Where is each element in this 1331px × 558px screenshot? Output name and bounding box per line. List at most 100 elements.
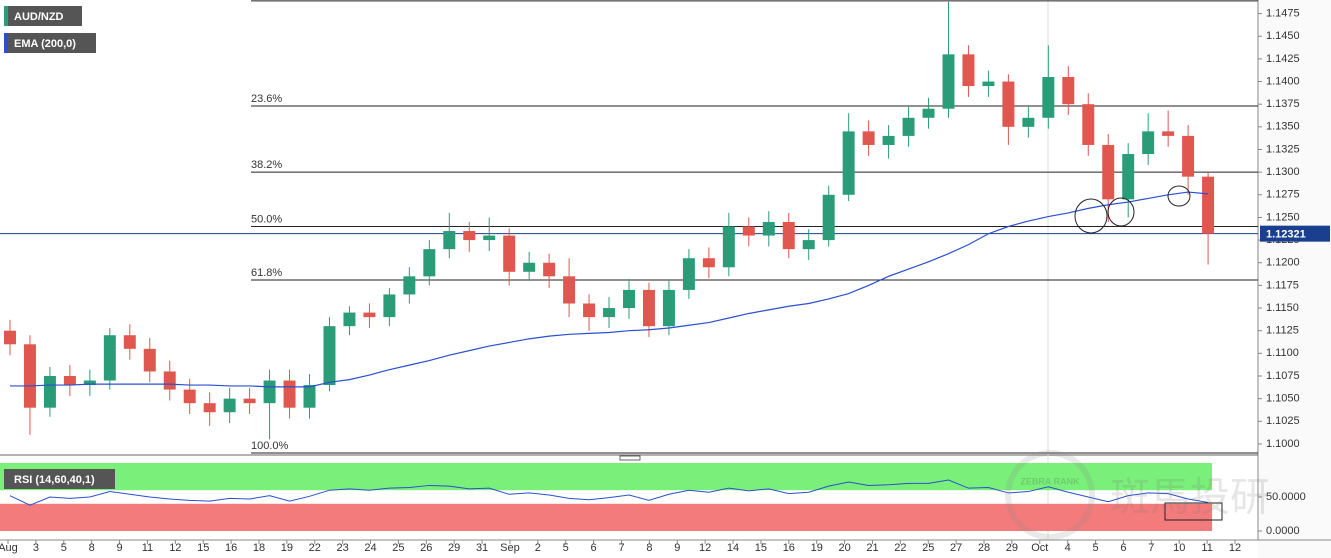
candle-body [902,117,915,136]
fib-label: 100.0% [251,440,289,452]
candle-body [702,258,715,268]
x-tick-label: 25 [922,542,934,554]
x-tick-label: 24 [364,542,376,554]
candle-body [563,276,576,304]
x-tick-label: 22 [309,542,321,554]
axis-panel [1258,0,1331,558]
y-tick-label: 1.1100 [1266,347,1299,359]
legend-box [4,33,96,53]
y-tick-label: 1.1125 [1266,325,1299,337]
x-tick-label: 28 [978,542,990,554]
y-tick-label: 1.1400 [1266,75,1300,87]
ema-line [9,191,1209,388]
fib-label: 38.2% [251,159,282,171]
candle-body [63,375,76,386]
x-tick-label: 4 [1065,542,1071,554]
candle-body [922,108,935,118]
candle-body [1122,154,1135,200]
candle-body [742,226,755,236]
rsi-line [9,479,1209,506]
candle-body [1142,131,1155,155]
candle-body [143,348,156,372]
candle-body [623,289,635,309]
x-tick-label: 5 [1093,542,1099,554]
pane-handle [619,455,641,461]
watermark-brand: ZEBRA RANK [1020,476,1080,486]
x-tick-label: 7 [618,542,624,554]
candle-body [103,335,116,381]
x-tick-label: 22 [894,542,906,554]
candle-body [423,249,436,277]
watermark: ZEBRA RANK 斑馬投研 [1005,450,1270,540]
annotation-circle [1107,197,1135,227]
candle-body [23,344,36,408]
x-tick-label: 31 [476,542,488,554]
legend-indicator: EMA (200,0) [14,38,76,50]
y-tick-label: 1.1250 [1266,211,1300,223]
candle-body [323,326,336,386]
x-tick-label: 8 [89,542,95,554]
x-tick-label: 27 [950,542,962,554]
candle-body [722,226,735,268]
candle-body [263,380,276,404]
candle-body [1202,176,1215,234]
candle-body [822,194,835,241]
rsi-tick-label: 0.0000 [1266,525,1300,537]
x-tick-label: 3 [33,542,39,554]
candle-body [283,380,296,408]
candle-body [303,385,316,408]
candle-body [662,289,675,327]
candle-body [523,262,536,272]
fib-label: 50.0% [251,213,282,225]
y-tick-label: 1.1350 [1266,121,1300,133]
y-tick-label: 1.1175 [1266,279,1299,291]
candle-body [163,371,176,390]
candle-body [782,221,795,250]
candle-body [583,303,596,318]
candle-body [483,235,496,241]
x-tick-label: 12 [169,542,181,554]
y-tick-label: 1.1075 [1266,370,1300,382]
candle-body [1162,131,1175,136]
candle-body [962,54,975,87]
y-tick-label: 1.1475 [1266,7,1300,19]
watermark-logo [1005,450,1095,540]
x-tick-label: 12 [699,542,711,554]
candle-body [363,312,376,318]
candle-body [343,312,356,327]
x-tick-label: 14 [727,542,739,554]
x-tick-label: 29 [448,542,460,554]
legend-swatch [4,6,8,26]
legend-symbol: AUD/NZD [14,11,64,23]
candle-body [882,135,895,145]
current-price-label: 1.12321 [1266,229,1306,241]
y-tick-label: 1.1325 [1266,143,1300,155]
x-tick-label: 29 [1006,542,1018,554]
candle-body [463,231,476,241]
candle-body [3,330,16,345]
x-tick-label: 16 [783,542,795,554]
y-tick-label: 1.1275 [1266,189,1300,201]
candle-body [862,131,875,145]
rsi-tick-label: 50.0000 [1266,491,1306,503]
candle-body [183,389,196,404]
candle-body [123,335,136,349]
candle-body [1102,144,1115,200]
candle-body [1022,117,1035,127]
candle-body [1062,77,1075,105]
y-tick-label: 1.1025 [1266,415,1300,427]
x-tick-label: Oct [1031,542,1048,554]
legend-swatch [4,33,8,53]
candle-body [243,398,256,404]
y-tick-label: 1.1300 [1266,166,1300,178]
rsi-lower-zone [0,503,1213,531]
candle-body [383,294,396,318]
candle-body [942,54,955,109]
x-tick-label: 15 [197,542,209,554]
legend: AUD/NZD EMA (200,0) RSI (14,60,40,1) [4,6,115,489]
candle-body [762,221,775,236]
legend-box [4,6,82,26]
candle-body [1082,104,1095,145]
y-tick-label: 1.1050 [1266,393,1300,405]
x-tick-label: 11 [1201,542,1212,554]
